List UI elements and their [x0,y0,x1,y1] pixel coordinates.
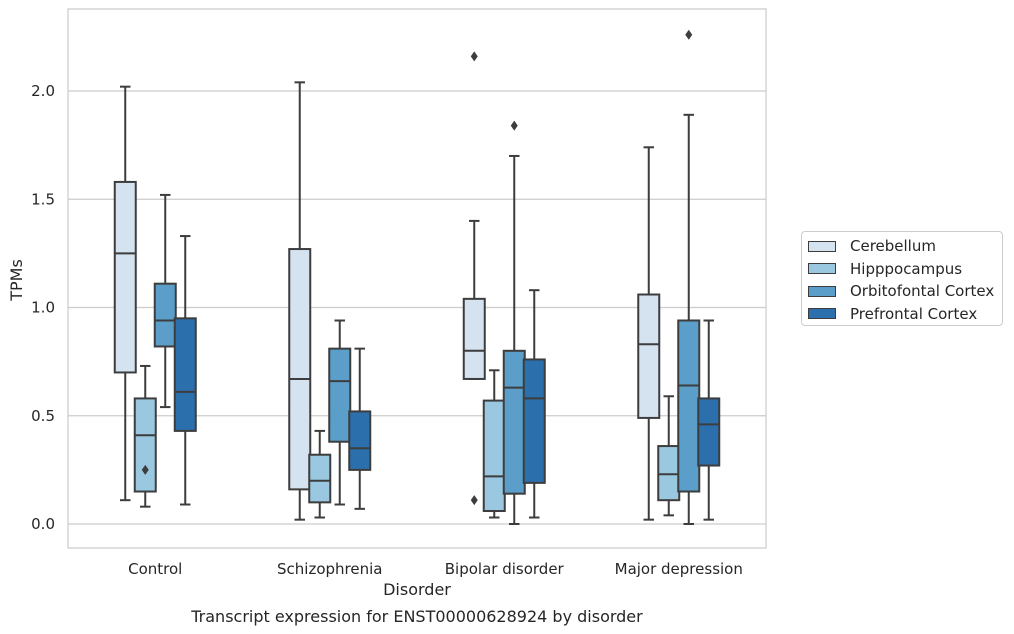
y-tick-label: 1.0 [31,299,55,317]
x-axis-title: Disorder [383,580,451,599]
box-cerebellum [288,81,312,521]
box-iqr [173,317,197,432]
x-tick-label: Control [128,560,182,578]
y-tick-label: 2.0 [31,82,55,100]
chart-caption: Transcript expression for ENST0000062892… [190,607,643,626]
box-iqr [153,282,177,348]
plot-frame [67,8,767,549]
box-iqr [502,349,526,495]
box-prefrontal-cortex [522,289,546,519]
legend-item: Cerebellum [808,235,1002,258]
legend-label: Prefrontal Cortex [850,304,978,323]
x-tick-label: Schizophrenia [277,560,382,578]
outlier-point [470,51,478,62]
box-iqr [482,399,506,513]
box-hipppocampus [133,364,157,508]
legend-item: Hipppocampus [808,258,1002,281]
legend-swatch [808,308,836,320]
box-hipppocampus [308,429,332,519]
legend-label: Hipppocampus [850,259,963,278]
box-prefrontal-cortex [348,347,372,510]
box-iqr [288,248,312,491]
box-cerebellum [113,85,137,502]
legend-label: Cerebellum [850,237,936,256]
legend-item: Prefrontal Cortex [808,303,1002,326]
legend-swatch [808,240,836,252]
x-tick-label: Bipolar disorder [445,560,565,578]
box-iqr [348,410,372,471]
y-tick-label: 0.0 [31,515,55,533]
box-iqr [522,358,546,484]
x-tick-labels: Control Schizophrenia Bipolar disorder Majo… [128,560,743,578]
box-iqr [308,453,332,504]
legend-item: Orbitofontal Cortex [808,280,1002,303]
box-iqr [677,319,701,493]
box-iqr [328,347,352,443]
legend-swatch [808,285,836,297]
box-hipppocampus [657,395,681,517]
y-tick-label: 0.5 [31,407,55,425]
box-marks [113,29,721,525]
box-orbitofontal-cortex [328,319,352,506]
box-prefrontal-cortex [697,319,721,521]
legend-swatch [808,263,836,275]
box-iqr [697,397,721,467]
y-axis-title: TPMs [7,259,26,302]
box-cerebellum [462,51,486,506]
outlier-point [141,464,149,475]
box-iqr [637,293,661,419]
box-iqr [113,180,137,374]
outlier-point [685,29,693,40]
x-tick-label: Major depression [615,560,743,578]
box-prefrontal-cortex [173,235,197,506]
box-hipppocampus [482,369,506,519]
box-orbitofontal-cortex [677,29,701,525]
outlier-point [470,495,478,506]
box-orbitofontal-cortex [153,193,177,409]
box-cerebellum [637,146,661,521]
outlier-point [510,120,518,131]
box-iqr [133,397,157,493]
y-tick-labels: 0.0 0.5 1.0 1.5 2.0 [31,82,55,533]
box-iqr [657,445,681,502]
legend-label: Orbitofontal Cortex [850,282,995,301]
legend: Cerebellum Hipppocampus Orbitofontal Corte… [801,231,1003,326]
y-tick-label: 1.5 [31,190,55,208]
box-iqr [462,297,486,380]
box-orbitofontal-cortex [502,120,526,525]
